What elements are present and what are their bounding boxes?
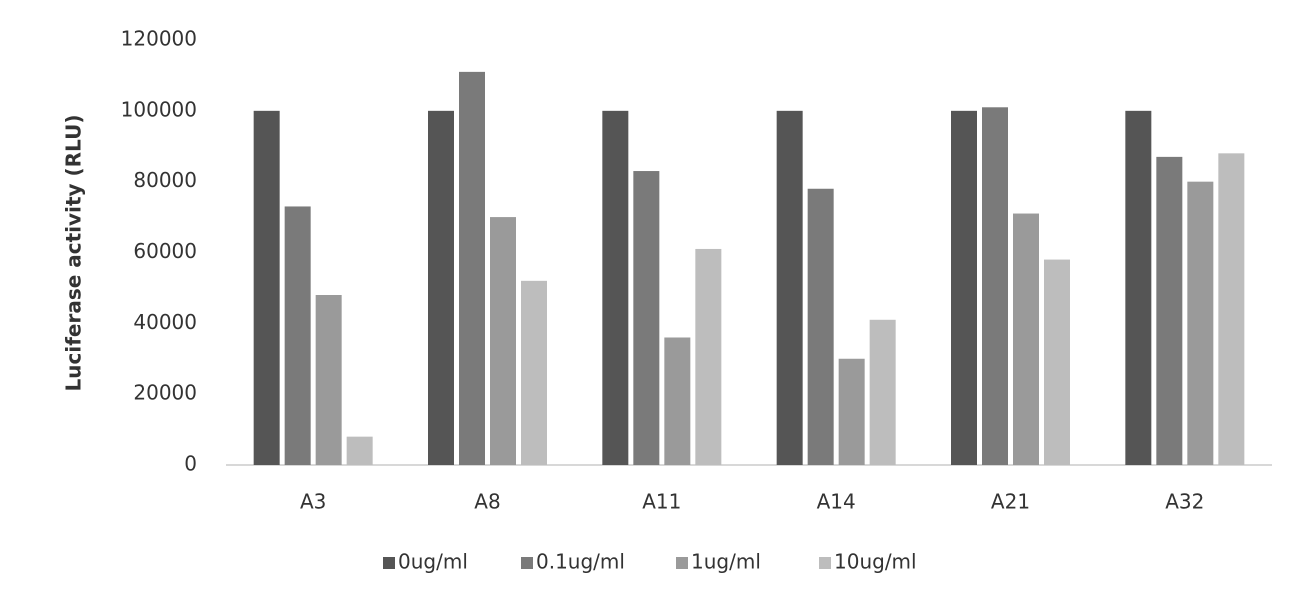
bar <box>316 295 342 465</box>
bar <box>695 249 721 465</box>
y-tick-label: 20000 <box>133 381 197 405</box>
y-tick-label: 60000 <box>133 239 197 263</box>
bar <box>839 359 865 465</box>
legend-label: 1ug/ml <box>691 550 761 574</box>
y-tick-label: 120000 <box>121 27 197 51</box>
bar <box>1156 157 1182 465</box>
x-tick-label: A11 <box>642 490 681 514</box>
bar <box>285 206 311 465</box>
x-tick-label: A32 <box>1165 490 1204 514</box>
x-tick-label: A8 <box>474 490 500 514</box>
y-tick-label: 40000 <box>133 310 197 334</box>
bar <box>870 320 896 465</box>
bar <box>664 338 690 466</box>
bar <box>951 111 977 465</box>
bar <box>1013 214 1039 465</box>
x-tick-label: A14 <box>817 490 856 514</box>
legend-swatch <box>676 557 688 569</box>
bar <box>633 171 659 465</box>
bar <box>808 189 834 465</box>
bar <box>982 107 1008 465</box>
bar <box>1187 182 1213 465</box>
legend-swatch <box>819 557 831 569</box>
legend-swatch <box>383 557 395 569</box>
y-axis-title: Luciferase activity (RLU) <box>62 115 86 392</box>
bar <box>347 437 373 465</box>
legend-label: 10ug/ml <box>834 550 917 574</box>
bar <box>428 111 454 465</box>
y-tick-label: 100000 <box>121 97 197 121</box>
bar <box>1044 260 1070 465</box>
legend-label: 0ug/ml <box>398 550 468 574</box>
bar <box>459 72 485 465</box>
bar <box>490 217 516 465</box>
bar <box>254 111 280 465</box>
bar <box>602 111 628 465</box>
bar <box>1218 153 1244 465</box>
x-tick-label: A21 <box>991 490 1030 514</box>
y-tick-label: 80000 <box>133 168 197 192</box>
x-tick-label: A3 <box>300 490 326 514</box>
legend-label: 0.1ug/ml <box>536 550 625 574</box>
bar <box>777 111 803 465</box>
bar <box>1125 111 1151 465</box>
legend-swatch <box>521 557 533 569</box>
bar <box>521 281 547 465</box>
y-tick-label: 0 <box>184 452 197 476</box>
